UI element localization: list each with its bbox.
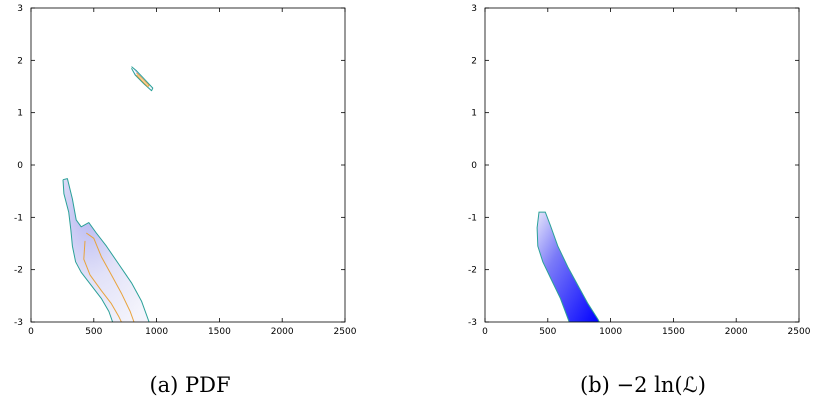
likelihood-ytick-label: -3	[468, 318, 477, 328]
likelihood-caption: (b) −2 ln(ℒ)	[580, 373, 706, 397]
likelihood-plot-area	[536, 211, 600, 322]
pdf-ytick-label: -3	[14, 318, 23, 328]
likelihood-axis-frame	[484, 7, 800, 323]
pdf-xtick-label: 2000	[271, 327, 294, 337]
likelihood-ytick-label: 1	[471, 109, 477, 119]
pdf-ytick-label: 1	[17, 109, 23, 119]
pdf-contour-0-3	[83, 240, 122, 322]
pdf-axis-frame	[30, 7, 346, 323]
likelihood-ytick-label: 2	[471, 56, 477, 66]
pdf-ytick-label: -1	[14, 213, 23, 223]
pdf-plot-area	[62, 66, 154, 322]
pdf-contour-0-1	[62, 179, 114, 322]
pdf-ytick-label: 2	[17, 56, 23, 66]
likelihood-xtick-label: 2000	[725, 327, 748, 337]
pdf-axes: 0 500 1000 1500 2000 2500 -3 -2 -1 0 1 2 3	[14, 4, 357, 337]
pdf-contour-1-0	[131, 66, 154, 92]
pdf-xtick-label: 500	[85, 327, 102, 337]
pdf-contour-0-0	[62, 178, 150, 322]
pdf-ytick-label: -2	[14, 266, 23, 276]
pdf-region-fill-0	[63, 178, 150, 322]
pdf-contour-1-1	[136, 72, 150, 87]
likelihood-xtick-label: 2500	[788, 327, 811, 337]
pdf-xtick-label: 0	[28, 327, 34, 337]
pdf-xtick-label: 1000	[145, 327, 168, 337]
likelihood-axes: 0 500 1000 1500 2000 2500 -3 -2 -1 0 1 2 3	[468, 4, 811, 337]
likelihood-ytick-label: -1	[468, 213, 477, 223]
panel-pdf: 0 500 1000 1500 2000 2500 -3 -2 -1 0 1 2 3 (a) PDF	[14, 4, 357, 397]
likelihood-xtick-label: 1000	[599, 327, 622, 337]
likelihood-ytick-label: 0	[471, 161, 477, 171]
pdf-xtick-label: 2500	[334, 327, 357, 337]
pdf-ytick-label: 3	[17, 4, 23, 14]
likelihood-ytick-label: -2	[468, 266, 477, 276]
pdf-caption: (a) PDF	[149, 373, 230, 397]
pdf-contour-0-2	[86, 232, 135, 322]
pdf-ytick-label: 0	[17, 161, 23, 171]
likelihood-ytick-label: 3	[471, 4, 477, 14]
likelihood-xtick-label: 0	[482, 327, 488, 337]
likelihood-xtick-label: 500	[539, 327, 556, 337]
panel-likelihood: 0 500 1000 1500 2000 2500 -3 -2 -1 0 1 2 3 (b) −2 ln…	[468, 4, 811, 397]
pdf-xtick-label: 1500	[208, 327, 231, 337]
likelihood-xtick-label: 1500	[662, 327, 685, 337]
likelihood-region-0	[536, 211, 600, 322]
